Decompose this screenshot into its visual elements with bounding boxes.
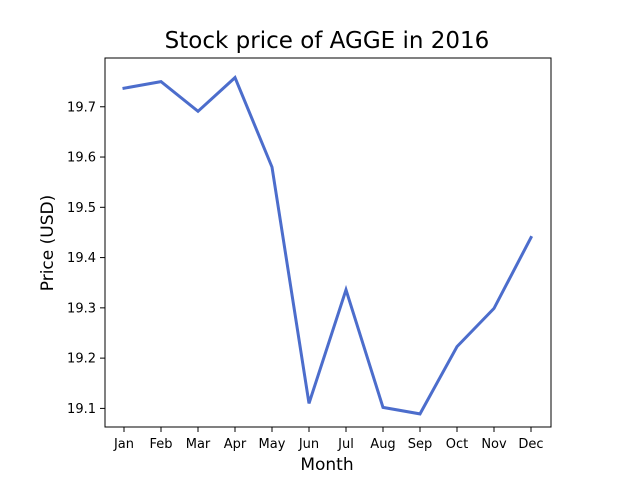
series-line [122,75,534,416]
x-axis-title: Month [300,455,353,475]
y-tick-label: 19.6 [67,151,96,166]
y-tick-label: 19.3 [67,301,96,316]
x-tick-label: Aug [370,437,395,452]
x-tick-label: Sep [408,437,433,452]
y-tick-label: 19.2 [67,352,96,367]
y-tick-label: 19.5 [67,201,96,216]
x-tick-label: Oct [446,437,468,452]
y-axis-title: Price (USD) [38,195,58,291]
x-tick-label: Feb [149,437,172,452]
x-tick-label: May [259,437,286,452]
x-tick-label: Jan [113,437,134,452]
x-tick-label: Nov [481,437,507,452]
x-tick-label: Mar [186,437,211,452]
series-layer [122,75,534,416]
x-tick-label: Dec [518,437,543,452]
y-tick-label: 19.7 [67,100,96,115]
y-tick-label: 19.1 [67,402,96,417]
x-tick-label: Jun [298,437,319,452]
x-tick-label: Jul [337,437,354,452]
chart-title: Stock price of AGGE in 2016 [165,28,490,54]
plot-area-frame [104,57,552,428]
y-tick-label: 19.4 [67,251,96,266]
y-axis-ticks: 19.1 19.2 19.3 19.4 19.5 19.6 19.7 [67,100,105,417]
x-axis-ticks: Jan Feb Mar Apr May Jun Jul Aug Sep Oct Nov Dec [113,427,544,452]
x-tick-label: Apr [224,437,247,452]
